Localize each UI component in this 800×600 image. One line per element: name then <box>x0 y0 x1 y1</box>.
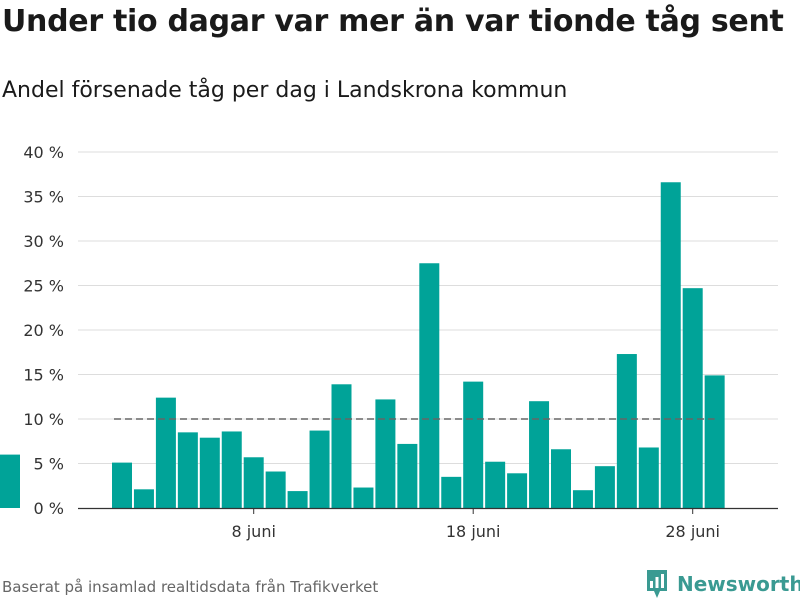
bar <box>199 437 220 508</box>
bar <box>243 457 264 508</box>
newsworthy-logo-icon <box>647 570 667 598</box>
bar <box>0 454 20 508</box>
bar <box>529 401 550 508</box>
bar <box>265 471 286 508</box>
brand-name: Newsworthy <box>677 572 800 596</box>
bar <box>551 449 571 508</box>
y-tick-label: 5 % <box>34 455 64 474</box>
bar <box>353 487 374 508</box>
bar <box>507 473 528 508</box>
bar <box>133 489 154 508</box>
y-tick-label: 20 % <box>23 321 64 340</box>
bar <box>112 462 132 508</box>
bar <box>221 431 242 508</box>
bar <box>485 461 506 508</box>
y-tick-label: 15 % <box>23 366 64 385</box>
bar <box>287 491 308 508</box>
y-tick-label: 40 % <box>23 143 64 162</box>
bar <box>331 384 352 508</box>
chart-subtitle: Andel försenade tåg per dag i Landskrona… <box>2 78 568 103</box>
y-tick-label: 10 % <box>23 410 64 429</box>
brand-logo: Newsworthy <box>645 568 800 600</box>
y-tick-label: 25 % <box>23 277 64 296</box>
bar <box>397 443 418 508</box>
bar <box>463 381 484 508</box>
y-tick-label: 0 % <box>34 499 64 518</box>
bar <box>704 375 725 508</box>
y-tick-label: 30 % <box>23 232 64 251</box>
bar <box>155 397 176 508</box>
y-tick-label: 35 % <box>23 188 64 207</box>
x-tick-label: 18 juni <box>446 522 501 541</box>
bar <box>682 288 703 508</box>
bar <box>441 476 462 508</box>
bar <box>177 432 198 508</box>
bar <box>594 466 615 508</box>
source-note: Baserat på insamlad realtidsdata från Tr… <box>2 578 379 596</box>
x-tick-label: 8 juni <box>231 522 275 541</box>
bar <box>419 263 440 508</box>
x-tick-label: 28 juni <box>665 522 720 541</box>
bar <box>375 399 396 508</box>
bar <box>638 447 659 508</box>
bar <box>309 430 330 508</box>
chart-title: Under tio dagar var mer än var tionde tå… <box>2 4 784 39</box>
bar <box>660 182 681 508</box>
bar <box>616 354 637 508</box>
bar <box>572 490 593 508</box>
